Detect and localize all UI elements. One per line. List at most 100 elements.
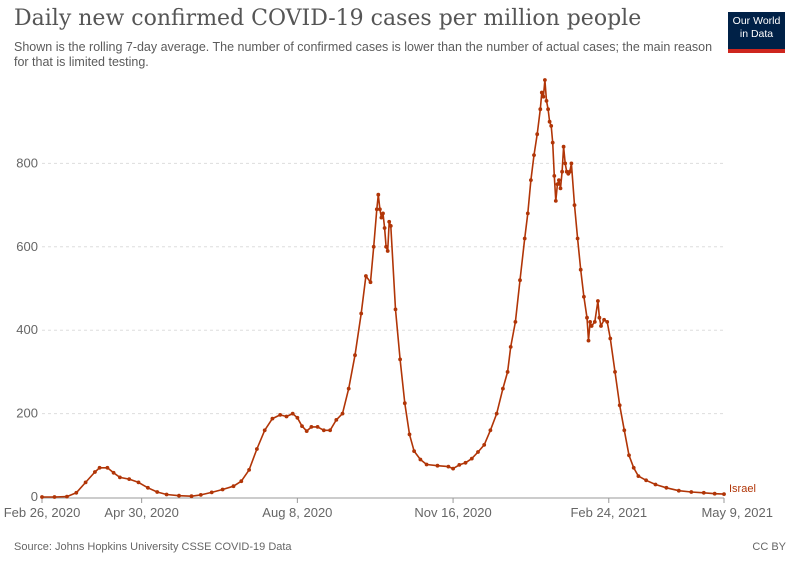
data-point[interactable] [569,161,574,166]
data-point[interactable] [300,424,304,428]
data-point[interactable] [364,274,368,278]
data-point[interactable] [309,425,314,429]
data-point[interactable] [239,479,244,484]
data-point[interactable] [525,211,530,216]
data-point[interactable] [631,465,636,470]
data-point[interactable] [644,478,648,483]
data-point[interactable] [538,107,543,112]
data-point[interactable] [602,317,606,322]
data-point[interactable] [118,475,122,480]
data-point[interactable] [164,492,169,497]
data-point[interactable] [74,490,79,495]
data-point[interactable] [381,211,385,216]
data-point[interactable] [371,244,376,249]
data-point[interactable] [539,90,544,95]
data-point[interactable] [558,186,563,191]
data-point[interactable] [304,429,309,433]
data-point[interactable] [544,99,549,103]
data-point[interactable] [522,236,527,241]
license-label[interactable]: CC BY [752,541,786,553]
data-point[interactable] [578,267,583,272]
data-point[interactable] [501,386,505,391]
data-point[interactable] [605,320,610,324]
data-point[interactable] [384,244,388,249]
data-point[interactable] [111,470,116,475]
data-point[interactable] [608,336,613,341]
data-point[interactable] [546,107,550,112]
data-point[interactable] [547,119,552,124]
data-point[interactable] [231,484,236,489]
data-point[interactable] [689,490,694,494]
data-point[interactable] [653,482,658,487]
data-point[interactable] [532,153,536,158]
data-point[interactable] [592,320,597,324]
data-point[interactable] [518,278,522,283]
source-note[interactable]: Source: Johns Hopkins University CSSE CO… [14,541,292,553]
data-point[interactable] [209,490,214,495]
data-point[interactable] [561,144,566,149]
data-point[interactable] [52,495,57,499]
data-point[interactable] [482,443,487,447]
data-point[interactable] [378,207,382,212]
data-point[interactable] [328,428,332,433]
owid-logo[interactable]: Our World in Data [728,12,785,53]
data-point[interactable] [553,199,558,203]
data-point[interactable] [83,480,88,485]
data-point[interactable] [105,465,110,470]
data-point[interactable] [494,411,499,416]
data-point[interactable] [555,182,560,187]
data-point[interactable] [617,403,622,408]
data-point[interactable] [412,449,416,453]
data-point[interactable] [622,428,627,433]
data-point[interactable] [586,338,591,343]
data-point[interactable] [535,132,540,137]
data-point[interactable] [664,485,669,490]
data-point[interactable] [543,78,547,82]
data-point[interactable] [488,428,493,433]
data-point[interactable] [463,460,468,465]
data-point[interactable] [557,178,561,183]
data-point[interactable] [247,468,252,472]
data-point[interactable] [127,477,132,481]
series-israel[interactable]: Israel [40,78,756,499]
data-point[interactable] [270,416,275,421]
data-point[interactable] [597,315,602,320]
data-point[interactable] [340,411,345,416]
data-point[interactable] [541,94,546,99]
data-point[interactable] [382,226,387,230]
data-point[interactable] [359,311,364,316]
data-point[interactable] [407,432,412,437]
data-point[interactable] [596,299,600,303]
data-point[interactable] [262,428,267,433]
data-point[interactable] [388,224,393,228]
data-point[interactable] [198,493,203,497]
data-point[interactable] [368,280,373,285]
data-point[interactable] [560,169,564,174]
data-point[interactable] [712,491,717,496]
data-point[interactable] [418,457,423,462]
data-point[interactable] [585,315,589,320]
data-point[interactable] [93,470,97,474]
data-point[interactable] [552,174,557,178]
data-point[interactable] [40,495,44,499]
data-point[interactable] [97,465,102,470]
data-point[interactable] [284,414,289,419]
data-point[interactable] [315,425,320,429]
data-point[interactable] [189,494,194,499]
data-point[interactable] [177,493,181,498]
data-point[interactable] [627,453,631,458]
data-point[interactable] [346,386,351,391]
data-point[interactable] [155,490,160,494]
data-point[interactable] [435,463,440,468]
data-point[interactable] [476,450,480,454]
data-point[interactable] [424,462,429,467]
data-point[interactable] [451,466,455,471]
data-point[interactable] [334,418,339,422]
data-point[interactable] [567,169,572,174]
data-point[interactable] [575,236,580,241]
series-label[interactable]: Israel [729,483,756,495]
data-point[interactable] [220,487,225,492]
data-point[interactable] [398,357,402,362]
data-point[interactable] [374,207,379,212]
data-point[interactable] [588,320,592,324]
